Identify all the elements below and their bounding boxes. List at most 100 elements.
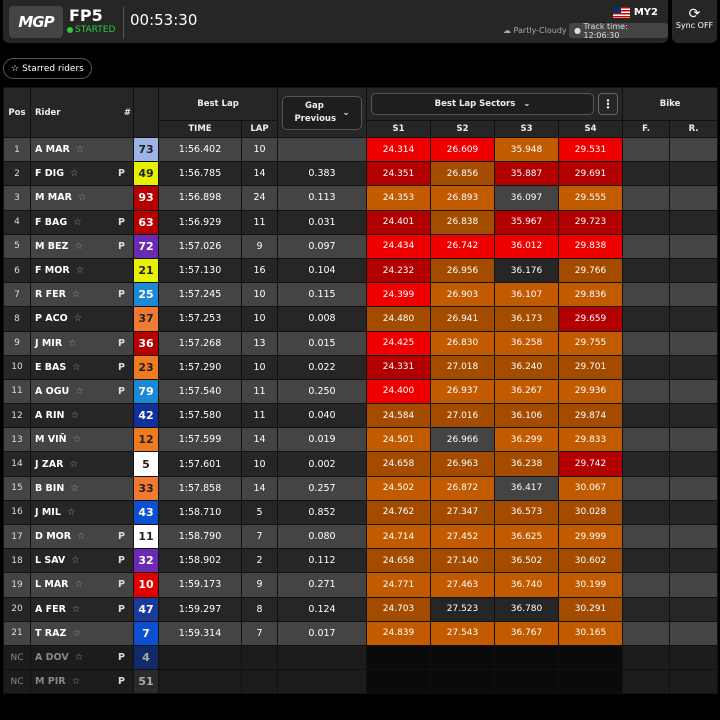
table-row[interactable]: 6 F MOR ☆ 21 1:57.130 16 0.104 24.232 26.95… <box>4 258 718 283</box>
star-icon[interactable]: ☆ <box>71 555 80 567</box>
star-icon[interactable]: ☆ <box>70 482 79 494</box>
gap-previous: 0.257 <box>278 476 366 500</box>
rider-cell[interactable]: M PIR ☆ P <box>31 670 133 694</box>
table-row[interactable]: 15 B BIN ☆ 33 1:57.858 14 0.257 24.502 26.8… <box>4 476 718 500</box>
sync-button[interactable]: ⟳ Sync OFF <box>672 0 717 43</box>
table-row[interactable]: 21 T RAZ ☆ 7 1:59.314 7 0.017 24.839 27.543… <box>4 621 718 645</box>
star-icon[interactable]: ☆ <box>69 458 78 470</box>
rider-cell[interactable]: J MIL ☆ <box>31 500 133 524</box>
star-icon[interactable]: ☆ <box>75 144 85 156</box>
table-row[interactable]: 1 A MAR ☆ 73 1:56.402 10 24.314 26.609 35.9… <box>4 138 718 162</box>
star-icon[interactable]: ☆ <box>74 652 84 664</box>
starred-label: Starred riders <box>22 63 84 74</box>
star-icon[interactable]: ☆ <box>66 506 76 518</box>
table-row[interactable]: 10 E BAS ☆ P 23 1:57.290 10 0.022 24.331 27.… <box>4 355 718 379</box>
front-tyre <box>623 162 670 186</box>
best-lap-number: 24 <box>242 186 277 210</box>
table-row[interactable]: 14 J ZAR ☆ 5 1:57.601 10 0.002 24.658 26.96… <box>4 452 718 476</box>
table-row[interactable]: 12 A RIN ☆ 42 1:57.580 11 0.040 24.584 27.0… <box>4 404 718 428</box>
table-row[interactable]: 20 A FER ☆ P 47 1:59.297 8 0.124 24.703 27.5… <box>4 597 718 621</box>
col-s4[interactable]: S4 <box>559 121 623 137</box>
rear-tyre <box>670 355 718 379</box>
col-rider[interactable]: Rider # <box>31 88 133 137</box>
rider-cell[interactable]: A RIN ☆ <box>31 404 133 428</box>
table-row[interactable]: 19 L MAR ☆ P 10 1:59.173 9 0.271 24.771 27.4… <box>4 573 718 597</box>
table-row[interactable]: 5 M BEZ ☆ P 72 1:57.026 9 0.097 24.434 26.74… <box>4 234 718 258</box>
rider-cell[interactable]: F DIG ☆ P <box>31 162 133 186</box>
col-gap[interactable]: Gap Previous ⌄ <box>278 88 366 137</box>
col-s1[interactable]: S1 <box>367 121 430 137</box>
sector-4: 30.165 <box>559 621 623 645</box>
star-icon[interactable]: ☆ <box>71 676 81 688</box>
table-row[interactable]: 8 P ACO ☆ 37 1:57.253 10 0.008 24.480 26.94… <box>4 307 718 331</box>
table-row[interactable]: 13 M VIÑ ☆ 12 1:57.599 14 0.019 24.501 26.9… <box>4 428 718 452</box>
star-icon[interactable]: ☆ <box>70 410 79 422</box>
rider-cell[interactable]: J ZAR ☆ <box>31 452 133 476</box>
table-row[interactable]: 7 R FER ☆ P 25 1:57.245 10 0.115 24.399 26.9… <box>4 283 718 307</box>
rider-cell[interactable]: D MOR ☆ P <box>31 525 133 549</box>
front-tyre <box>623 379 670 404</box>
rider-cell[interactable]: L SAV ☆ P <box>31 549 133 573</box>
rider-cell[interactable]: L MAR ☆ P <box>31 573 133 597</box>
rider-cell[interactable]: A DOV ☆ P <box>31 645 133 670</box>
sectors-dropdown[interactable]: Best Lap Sectors ⌄ <box>371 93 595 115</box>
rider-cell[interactable]: A OGU ☆ P <box>31 379 133 404</box>
col-time[interactable]: TIME <box>159 121 241 137</box>
star-icon[interactable]: ☆ <box>72 361 81 373</box>
star-icon[interactable]: ☆ <box>71 603 81 615</box>
col-lap[interactable]: LAP <box>242 121 277 137</box>
rider-cell[interactable]: F BAG ☆ P <box>31 210 133 234</box>
rider-cell[interactable]: A FER ☆ P <box>31 597 133 621</box>
rider-cell[interactable]: T RAZ ☆ <box>31 621 133 645</box>
table-row[interactable]: NC M PIR ☆ P 51 <box>4 670 718 694</box>
table-row[interactable]: 17 D MOR ☆ P 11 1:58.790 7 0.080 24.714 27.4… <box>4 525 718 549</box>
rider-cell[interactable]: M VIÑ ☆ <box>31 428 133 452</box>
table-row[interactable]: 18 L SAV ☆ P 32 1:58.902 2 0.112 24.658 27.1… <box>4 549 718 573</box>
rider-cell[interactable]: J MIR ☆ P <box>31 331 133 355</box>
star-icon[interactable]: ☆ <box>72 434 82 446</box>
starred-riders-button[interactable]: ☆ Starred riders <box>3 58 92 79</box>
best-lap-number <box>242 670 277 694</box>
star-icon[interactable]: ☆ <box>68 337 77 349</box>
gap-dropdown[interactable]: Gap Previous ⌄ <box>282 95 362 130</box>
star-icon[interactable]: ☆ <box>74 240 83 252</box>
table-row[interactable]: 4 F BAG ☆ P 63 1:56.929 11 0.031 24.401 26.8… <box>4 210 718 234</box>
rider-cell[interactable]: M MAR ☆ <box>31 186 133 210</box>
star-icon[interactable]: ☆ <box>74 579 84 591</box>
star-icon[interactable]: ☆ <box>73 313 83 325</box>
col-s3[interactable]: S3 <box>495 121 558 137</box>
table-row[interactable]: 2 F DIG ☆ P 49 1:56.785 14 0.383 24.351 26.8… <box>4 162 718 186</box>
star-icon[interactable]: ☆ <box>77 531 86 543</box>
star-icon[interactable]: ☆ <box>71 289 81 301</box>
rider-name: M MAR <box>35 192 72 204</box>
rider-cell[interactable]: F MOR ☆ <box>31 258 133 283</box>
sector-2: 26.963 <box>431 452 494 476</box>
table-row[interactable]: NC A DOV ☆ P 4 <box>4 645 718 670</box>
more-options-icon[interactable]: ⋮ <box>598 93 619 115</box>
star-icon[interactable]: ☆ <box>72 627 81 639</box>
star-icon[interactable]: ☆ <box>77 192 87 204</box>
sector-1: 24.762 <box>367 500 430 524</box>
table-row[interactable]: 9 J MIR ☆ P 36 1:57.268 13 0.015 24.425 26.8… <box>4 331 718 355</box>
star-icon[interactable]: ☆ <box>70 168 79 180</box>
table-row[interactable]: 11 A OGU ☆ P 79 1:57.540 11 0.250 24.400 26.… <box>4 379 718 404</box>
col-pos[interactable]: Pos <box>4 88 30 137</box>
star-icon[interactable]: ☆ <box>73 216 82 228</box>
gap-previous: 0.852 <box>278 500 366 524</box>
star-icon[interactable]: ☆ <box>75 385 84 397</box>
rider-cell[interactable]: P ACO ☆ <box>31 307 133 331</box>
best-lap-number: 10 <box>242 283 277 307</box>
table-row[interactable]: 16 J MIL ☆ 43 1:58.710 5 0.852 24.762 27.34… <box>4 500 718 524</box>
rider-cell[interactable]: A MAR ☆ <box>31 138 133 162</box>
rider-cell[interactable]: M BEZ ☆ P <box>31 234 133 258</box>
table-row[interactable]: 3 M MAR ☆ 93 1:56.898 24 0.113 24.353 26.89… <box>4 186 718 210</box>
rider-number: 12 <box>134 428 158 452</box>
rider-cell[interactable]: E BAS ☆ P <box>31 355 133 379</box>
col-s2[interactable]: S2 <box>431 121 494 137</box>
sector-2: 27.523 <box>431 597 494 621</box>
rider-name: M VIÑ <box>35 434 67 446</box>
rider-cell[interactable]: B BIN ☆ <box>31 476 133 500</box>
session-clock: 00:53:30 <box>130 11 198 29</box>
star-icon[interactable]: ☆ <box>75 265 85 277</box>
rider-cell[interactable]: R FER ☆ P <box>31 283 133 307</box>
